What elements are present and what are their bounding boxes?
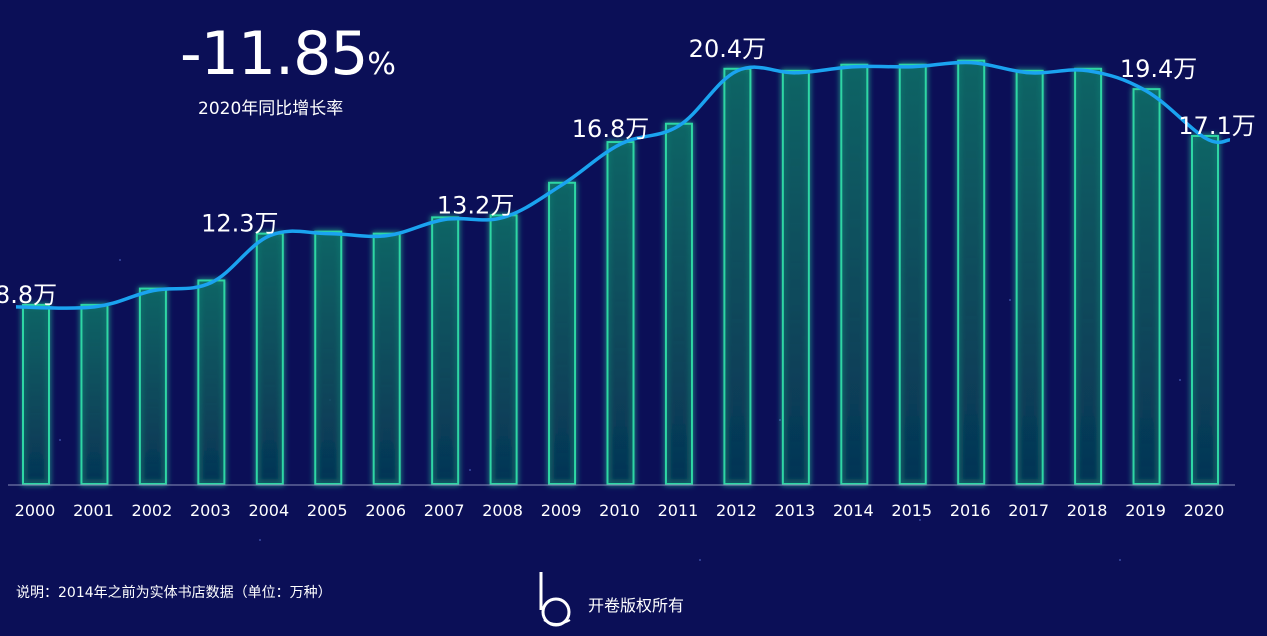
star-dot: [1009, 299, 1011, 301]
x-tick-label: 2008: [482, 501, 523, 520]
bar-2006: [372, 232, 401, 485]
x-tick-label: 2006: [365, 501, 406, 520]
star-dot: [1119, 559, 1121, 561]
bar-2012: [723, 67, 752, 486]
bar-2001: [80, 303, 109, 485]
x-tick-label: 2014: [833, 501, 874, 520]
x-tick-label: 2016: [950, 501, 991, 520]
bar-2020: [1191, 134, 1219, 486]
data-label: 17.1万: [1178, 112, 1255, 140]
x-tick-label: 2001: [73, 501, 114, 520]
trend-line: [15, 60, 1231, 310]
bar-2019: [1132, 88, 1161, 486]
data-label: 13.2万: [437, 191, 514, 219]
x-tick-label: 2013: [774, 501, 815, 520]
x-tick-labels: 2000 2001 2002 2003 2004 2005 2006 2007 2008 2009…: [15, 501, 1225, 520]
bar-2015: [898, 63, 927, 486]
star-dot: [59, 439, 61, 441]
headline-subtitle: 2020年同比增长率: [198, 99, 344, 119]
x-tick-label: 2012: [716, 501, 757, 520]
bar-2004: [255, 232, 284, 485]
x-tick-label: 2000: [15, 501, 56, 520]
x-tick-label: 2003: [190, 501, 231, 520]
bar-2003: [197, 279, 226, 486]
headline-unit: %: [367, 47, 396, 82]
x-tick-label: 2005: [307, 501, 348, 520]
bar-2008: [489, 214, 518, 485]
star-dot: [919, 519, 921, 521]
x-tick-label: 2017: [1008, 501, 1049, 520]
star-dot: [699, 559, 701, 561]
bar-2014: [840, 63, 869, 486]
x-tick-label: 2007: [424, 501, 465, 520]
x-tick-label: 2002: [132, 501, 173, 520]
bar-2009: [548, 181, 577, 485]
bars-group: [22, 59, 1219, 486]
x-tick-label: 2019: [1125, 501, 1166, 520]
star-dot: [119, 259, 121, 261]
bar-2000: [22, 303, 50, 485]
bar-2016: [957, 59, 986, 485]
x-tick-label: 2011: [658, 501, 699, 520]
openbook-logo-icon: [539, 572, 571, 627]
data-label: 20.4万: [689, 35, 766, 63]
bar-2017: [1015, 69, 1044, 485]
star-dot: [259, 539, 261, 541]
data-label: 12.3万: [201, 210, 278, 238]
x-tick-label: 2018: [1067, 501, 1108, 520]
data-label: 16.8万: [572, 115, 649, 143]
bar-2011: [664, 122, 693, 486]
data-label: 8.8万: [0, 281, 57, 309]
bar-2007: [431, 216, 460, 485]
footnote: 说明：2014年之前为实体书店数据（单位：万种）: [16, 585, 332, 601]
star-dot: [469, 469, 471, 471]
star-dots: [59, 229, 1181, 561]
brand: 开卷版权所有: [534, 570, 684, 628]
x-tick-label: 2010: [599, 501, 640, 520]
brand-text: 开卷版权所有: [588, 596, 685, 615]
headline-value: -11.85%: [180, 22, 396, 97]
star-dot: [779, 419, 781, 421]
bar-2002: [138, 287, 167, 486]
x-tick-label: 2020: [1184, 501, 1225, 520]
x-tick-label: 2004: [248, 501, 289, 520]
star-dot: [1179, 379, 1181, 381]
data-labels: 8.8万 12.3万 13.2万 16.8万 20.4万 19.4万 17.1万: [0, 35, 1256, 309]
bar-2018: [1074, 67, 1103, 486]
x-tick-label: 2009: [541, 501, 582, 520]
x-tick-label: 2015: [891, 501, 932, 520]
bar-2013: [781, 69, 810, 485]
headline-number: -11.85: [180, 19, 368, 89]
data-label: 19.4万: [1120, 55, 1197, 83]
bar-2005: [314, 230, 343, 485]
bar-2010: [606, 141, 635, 485]
